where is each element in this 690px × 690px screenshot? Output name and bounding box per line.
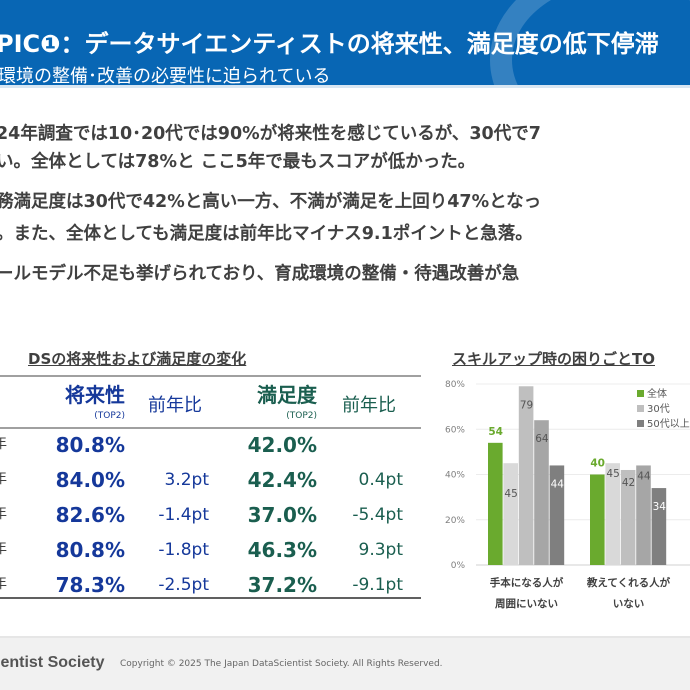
body-text-line: ールモデル不足も挙げられており、育成環境の整備・待遇改善が急 bbox=[0, 264, 520, 284]
header-satisfaction: 満足度 bbox=[257, 383, 317, 407]
satisfaction-value: 42.0% bbox=[247, 433, 317, 457]
satisfaction-yoy: 9.3pt bbox=[358, 540, 404, 560]
satisfaction-yoy: -5.4pt bbox=[352, 505, 403, 525]
bar-data-label: 40 bbox=[590, 458, 605, 470]
future-yoy: -2.5pt bbox=[158, 575, 209, 595]
bar bbox=[534, 420, 549, 565]
slide-title: PIC❶：データサイエンティストの将来性、満足度の低下停滞 bbox=[0, 30, 659, 58]
legend-swatch bbox=[637, 390, 644, 397]
header-yoy-satisfaction: 前年比 bbox=[342, 395, 396, 416]
bar bbox=[605, 463, 620, 565]
bar-data-label: 44 bbox=[637, 470, 651, 482]
future-value: 78.3% bbox=[55, 573, 125, 597]
comparison-table: 将来性 (TOP2) 前年比 満足度 (TOP2) 前年比 年 80.8% 42.0… bbox=[0, 375, 421, 599]
bar-chart: 0%20%40%60%80%54404545794264444434手本になる人… bbox=[445, 380, 690, 610]
category-label: 手本になる人が bbox=[490, 576, 564, 589]
row-label: 年 bbox=[0, 503, 7, 523]
header-satisfaction-sub: (TOP2) bbox=[286, 411, 317, 421]
bar bbox=[503, 463, 518, 565]
satisfaction-value: 42.4% bbox=[247, 468, 317, 492]
future-yoy: 3.2pt bbox=[164, 470, 210, 490]
future-value: 82.6% bbox=[55, 503, 125, 527]
bar bbox=[590, 474, 605, 565]
future-value: 80.8% bbox=[55, 538, 125, 562]
body-text-line: 。また、全体としても満足度は前年比マイナス9.1ポイントと急落。 bbox=[0, 224, 533, 244]
bar bbox=[518, 386, 534, 565]
future-yoy: -1.8pt bbox=[158, 540, 209, 560]
satisfaction-value: 37.2% bbox=[247, 573, 317, 597]
bar-data-label: 45 bbox=[504, 488, 517, 500]
y-tick-label: 20% bbox=[445, 516, 465, 526]
slide-subtitle: 環境の整備･改善の必要性に迫られている bbox=[0, 66, 331, 87]
bar-data-label: 44 bbox=[551, 478, 565, 490]
satisfaction-value: 37.0% bbox=[247, 503, 317, 527]
future-value: 80.8% bbox=[55, 433, 125, 457]
y-tick-label: 40% bbox=[445, 471, 465, 481]
bar-data-label: 64 bbox=[535, 433, 549, 445]
category-label: 教えてくれる人が bbox=[586, 576, 671, 589]
bar bbox=[549, 465, 565, 565]
header-future: 将来性 bbox=[65, 383, 125, 407]
header-yoy-future: 前年比 bbox=[148, 395, 202, 416]
category-label: いない bbox=[613, 598, 645, 610]
y-tick-label: 60% bbox=[445, 425, 465, 435]
header-divider bbox=[0, 427, 421, 429]
bar-data-label: 45 bbox=[606, 468, 619, 480]
bar-data-label: 54 bbox=[488, 426, 503, 438]
legend-label: 30代 bbox=[647, 403, 670, 415]
bar bbox=[651, 488, 667, 565]
satisfaction-yoy: 0.4pt bbox=[358, 470, 404, 490]
row-label: 年 bbox=[0, 468, 7, 488]
copyright-text: Copyright © 2025 The Japan DataScientist… bbox=[120, 659, 443, 669]
header-future-sub: (TOP2) bbox=[94, 411, 125, 421]
row-label: 年 bbox=[0, 538, 7, 558]
bar-data-label: 42 bbox=[622, 477, 635, 489]
bar-data-label: 34 bbox=[653, 501, 667, 513]
row-label: 年 bbox=[0, 433, 7, 453]
legend-swatch bbox=[637, 420, 644, 427]
body-text-line: い。全体としては78%と ここ5年で最もスコアが低かった。 bbox=[0, 152, 476, 172]
future-value: 84.0% bbox=[55, 468, 125, 492]
footer: ientist Society Copyright © 2025 The Jap… bbox=[0, 636, 690, 690]
legend-label: 50代以上 bbox=[647, 418, 690, 430]
future-yoy: -1.4pt bbox=[158, 505, 209, 525]
bar bbox=[636, 465, 651, 565]
legend-label: 全体 bbox=[647, 387, 667, 400]
satisfaction-yoy: -9.1pt bbox=[352, 575, 403, 595]
bar bbox=[620, 469, 636, 565]
y-tick-label: 80% bbox=[445, 380, 465, 390]
satisfaction-value: 46.3% bbox=[247, 538, 317, 562]
body-text-line: 務満足度は30代で42%と高い一方、不満が満足を上回り47%となっ bbox=[0, 192, 542, 212]
bar-data-label: 79 bbox=[520, 399, 533, 411]
table-title: DSの将来性および満足度の変化 bbox=[28, 350, 247, 368]
legend-swatch bbox=[637, 405, 644, 412]
category-label: 周囲にいない bbox=[495, 598, 558, 610]
chart-title: スキルアップ時の困りごとTO bbox=[452, 350, 655, 368]
body-text-line: 24年調査では10･20代では90%が将来性を感じているが、30代で7 bbox=[0, 124, 541, 144]
society-logo: ientist Society bbox=[0, 654, 105, 671]
y-tick-label: 0% bbox=[451, 561, 466, 571]
slide-header: PIC❶：データサイエンティストの将来性、満足度の低下停滞 環境の整備･改善の必… bbox=[0, 0, 690, 88]
bar bbox=[488, 442, 503, 565]
row-label: 年 bbox=[0, 573, 7, 593]
